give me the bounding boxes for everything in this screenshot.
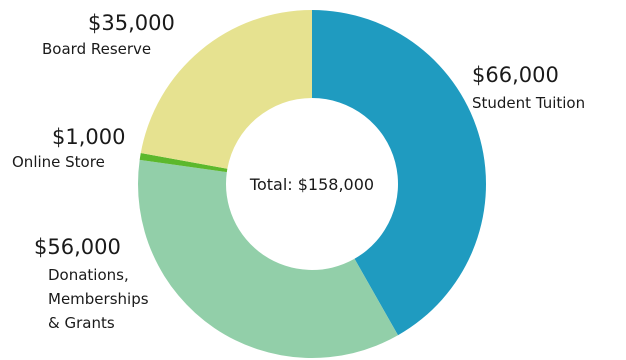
slice-value-label: $35,000 (88, 11, 175, 35)
slice-student-tuition (312, 10, 486, 336)
labels-group: $66,000 Student Tuition $56,000 Donations, M… (12, 11, 585, 332)
slice-category-label: Board Reserve (42, 40, 151, 58)
slice-board-reserve (140, 10, 312, 169)
slices-group (138, 10, 486, 358)
slice-donations-memberships-grants (138, 159, 398, 358)
slice-category-label: & Grants (48, 314, 115, 332)
slice-category-label: Student Tuition (472, 94, 585, 112)
slice-value-label: $56,000 (34, 235, 121, 259)
slice-value-label: $1,000 (52, 125, 125, 149)
slice-category-label: Memberships (48, 290, 149, 308)
slice-category-label: Donations, (48, 266, 129, 284)
slice-value-label: $66,000 (472, 63, 559, 87)
slice-online-store (139, 153, 228, 173)
slice-category-label: Online Store (12, 153, 105, 171)
center-total-label: Total: $158,000 (249, 175, 374, 194)
